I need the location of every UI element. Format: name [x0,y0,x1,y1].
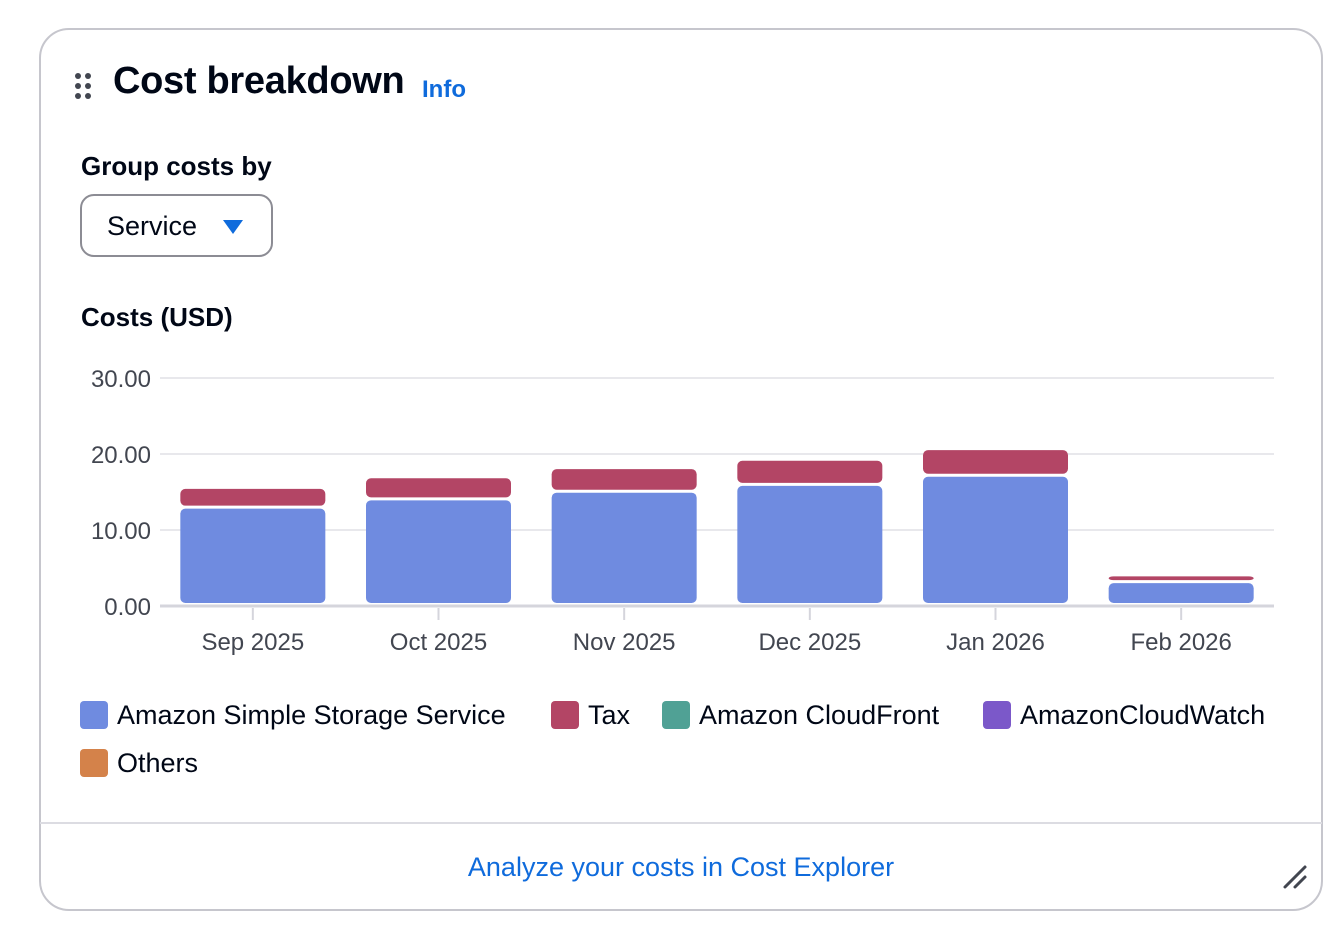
x-tick-label: Feb 2026 [1130,629,1231,656]
x-tick-label: Dec 2025 [758,629,861,656]
bar-segment [923,476,1068,603]
bar-segment [366,500,511,603]
bar-segment [180,508,326,603]
legend-swatch [983,701,1011,729]
x-tick-label: Oct 2025 [390,629,487,656]
bar-segment [737,460,883,483]
group-by-label: Group costs by [81,151,272,181]
legend-item[interactable]: AmazonCloudWatch [983,700,1265,730]
legend-label: Tax [588,699,631,730]
legend-label: Amazon CloudFront [699,699,940,730]
bar-segment [1108,576,1254,581]
legend-item[interactable]: Amazon CloudFront [662,700,939,730]
bar-segment [551,492,697,603]
bar-segment [180,488,326,506]
legend-swatch [662,701,690,729]
y-tick-label: 20.00 [91,442,151,469]
caret-down-icon [223,220,243,234]
legend-item[interactable]: Tax [551,700,630,730]
resize-handle-icon[interactable] [1282,864,1308,890]
x-tick-label: Jan 2026 [946,629,1045,656]
y-tick-label: 10.00 [91,518,151,545]
legend-swatch [551,701,579,729]
bar-segment [923,450,1068,474]
y-tick-label: 0.00 [104,594,151,621]
chart-y-label: Costs (USD) [81,302,233,332]
bar-segment [737,485,883,603]
legend-item[interactable]: Others [80,748,198,778]
group-by-select[interactable]: Service [80,194,273,257]
x-tick-label: Nov 2025 [573,629,676,656]
legend-label: Others [117,747,199,778]
cost-explorer-link[interactable]: Analyze your costs in Cost Explorer [467,852,895,882]
bar-segment [1108,583,1254,603]
widget-title: Cost breakdown [113,60,405,102]
legend-swatch [80,749,108,777]
stacked-bar-chart: 0.00 10.00 20.00 30.00 Sep 2025 Oct 2025 Nov 2… [91,366,1274,656]
legend-item[interactable]: Amazon Simple Storage Service [80,700,506,730]
footer-divider [40,822,1322,824]
drag-handle-icon[interactable] [74,72,94,102]
legend-label: AmazonCloudWatch [1020,699,1266,730]
info-link[interactable]: Info [422,76,466,103]
legend-label: Amazon Simple Storage Service [117,699,506,730]
legend-swatch [80,701,108,729]
bar-segment [366,478,511,498]
bar-segment [551,469,697,490]
y-tick-label: 30.00 [91,366,151,393]
x-tick-label: Sep 2025 [201,629,304,656]
group-by-value: Service [107,211,198,241]
